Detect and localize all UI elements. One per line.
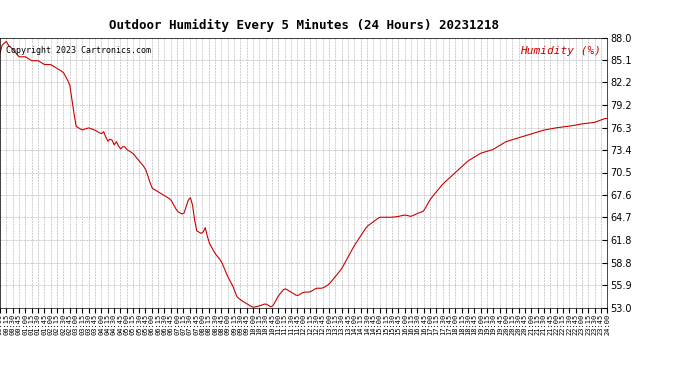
Text: Outdoor Humidity Every 5 Minutes (24 Hours) 20231218: Outdoor Humidity Every 5 Minutes (24 Hou… xyxy=(108,19,499,32)
Text: Copyright 2023 Cartronics.com: Copyright 2023 Cartronics.com xyxy=(6,46,151,55)
Text: Humidity (%): Humidity (%) xyxy=(520,46,601,56)
